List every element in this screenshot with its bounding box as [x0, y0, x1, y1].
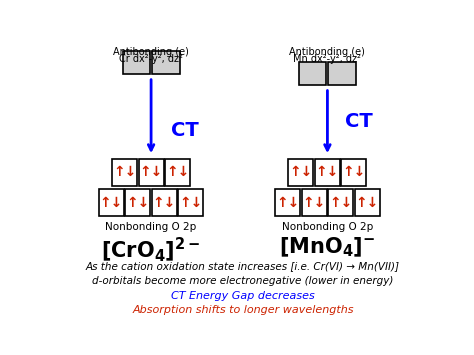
Text: Nonbonding O 2p: Nonbonding O 2p: [105, 222, 197, 232]
Text: ↑↓: ↑↓: [126, 196, 149, 209]
Text: ↑↓: ↑↓: [113, 165, 136, 179]
Bar: [99, 189, 124, 216]
Bar: [112, 159, 137, 186]
Text: ↑↓: ↑↓: [302, 196, 326, 209]
Text: ↑↓: ↑↓: [316, 165, 339, 179]
Text: ↑↓: ↑↓: [179, 196, 202, 209]
Text: Absorption shifts to longer wavelengths: Absorption shifts to longer wavelengths: [132, 305, 354, 315]
Text: ↑↓: ↑↓: [289, 165, 312, 179]
Bar: [299, 62, 327, 85]
Text: $\mathbf{[CrO_4]^{2-}}$: $\mathbf{[CrO_4]^{2-}}$: [101, 235, 201, 264]
Text: Antibonding (e): Antibonding (e): [290, 47, 365, 57]
Text: ↑↓: ↑↓: [342, 165, 365, 179]
Text: d-orbitals become more electronegative (lower in energy): d-orbitals become more electronegative (…: [92, 276, 393, 286]
Bar: [152, 51, 180, 74]
Text: ↑↓: ↑↓: [100, 196, 123, 209]
Text: As the cation oxidation state increases [i.e. Cr(VI) → Mn(VII)]: As the cation oxidation state increases …: [86, 261, 400, 271]
Text: ↑↓: ↑↓: [139, 165, 163, 179]
Bar: [152, 189, 177, 216]
Bar: [125, 189, 150, 216]
Text: Nonbonding O 2p: Nonbonding O 2p: [282, 222, 373, 232]
Bar: [123, 51, 150, 74]
Bar: [275, 189, 300, 216]
Bar: [301, 189, 327, 216]
Bar: [289, 159, 313, 186]
Bar: [165, 159, 190, 186]
Bar: [328, 62, 356, 85]
Bar: [315, 159, 340, 186]
Bar: [328, 189, 353, 216]
Text: CT: CT: [171, 121, 199, 140]
Bar: [138, 159, 164, 186]
Text: CT Energy Gap decreases: CT Energy Gap decreases: [171, 291, 315, 301]
Text: Cr dx²-y², dz²: Cr dx²-y², dz²: [119, 54, 183, 64]
Text: $\mathbf{[MnO_4]^{-}}$: $\mathbf{[MnO_4]^{-}}$: [279, 235, 375, 259]
Text: CT: CT: [345, 113, 373, 131]
Text: ↑↓: ↑↓: [153, 196, 176, 209]
Bar: [341, 159, 366, 186]
Text: Antibonding (e): Antibonding (e): [113, 47, 189, 57]
Text: ↑↓: ↑↓: [276, 196, 300, 209]
Bar: [355, 189, 380, 216]
Text: ↑↓: ↑↓: [356, 196, 379, 209]
Text: ↑↓: ↑↓: [329, 196, 352, 209]
Text: Mn dx²-y², dz²: Mn dx²-y², dz²: [293, 54, 361, 64]
Bar: [178, 189, 203, 216]
Text: ↑↓: ↑↓: [166, 165, 189, 179]
